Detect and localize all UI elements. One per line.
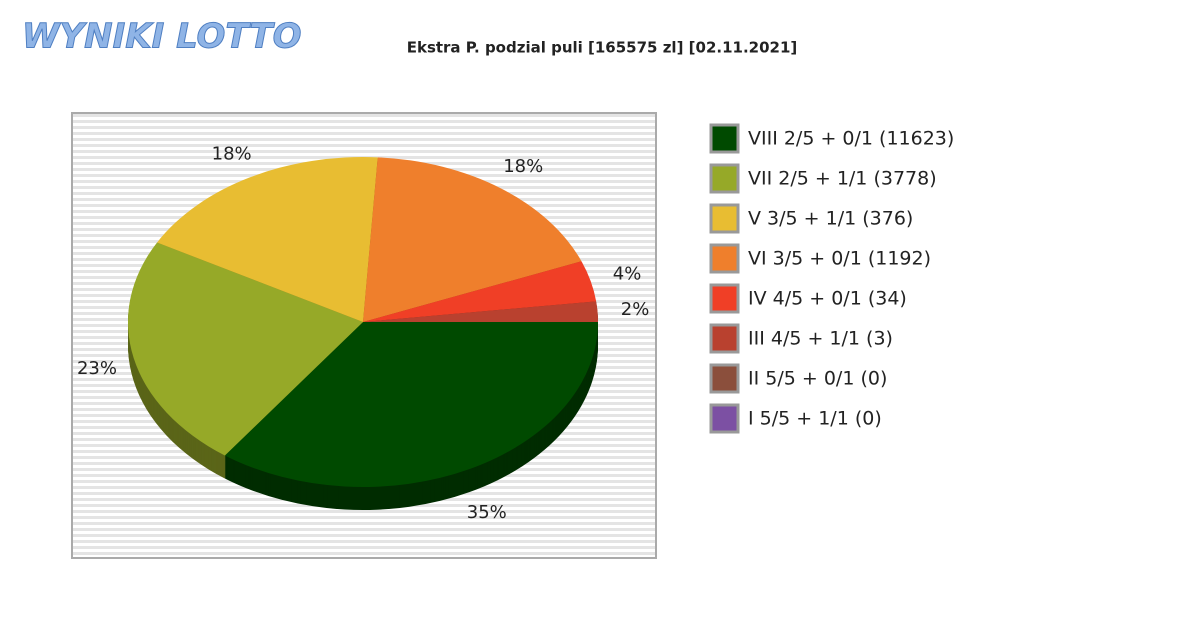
legend-swatch <box>709 163 740 194</box>
legend-label: I 5/5 + 1/1 (0) <box>748 408 882 430</box>
data-label: 4% <box>613 263 642 284</box>
legend-swatch <box>709 403 740 434</box>
slice <box>363 301 598 322</box>
legend-swatch <box>709 243 740 274</box>
slice <box>224 322 598 487</box>
legend-label: VI 3/5 + 0/1 (1192) <box>748 248 931 270</box>
data-label: 35% <box>467 502 507 523</box>
legend-label: III 4/5 + 1/1 (3) <box>748 328 893 350</box>
slice <box>128 242 363 456</box>
slice <box>363 157 582 322</box>
data-label: 23% <box>77 358 117 379</box>
legend-swatch <box>709 203 740 234</box>
chart-title: Ekstra P. podzial puli [165575 zl] [02.1… <box>407 39 798 57</box>
logo[interactable]: WYNIKI LOTTO <box>22 16 303 57</box>
legend-label: II 5/5 + 0/1 (0) <box>748 368 887 390</box>
legend-swatch <box>709 283 740 314</box>
legend-swatch <box>709 323 740 354</box>
legend-swatch <box>709 363 740 394</box>
slice <box>363 261 597 322</box>
legend-label: VII 2/5 + 1/1 (3778) <box>748 168 937 190</box>
legend-swatch <box>709 123 740 154</box>
legend-label: V 3/5 + 1/1 (376) <box>748 208 913 230</box>
legend-label: VIII 2/5 + 0/1 (11623) <box>748 128 954 150</box>
legend-label: IV 4/5 + 0/1 (34) <box>748 288 907 310</box>
data-label: 18% <box>212 143 252 164</box>
data-label: 2% <box>621 299 650 320</box>
slice <box>157 156 378 322</box>
data-label: 18% <box>503 156 543 177</box>
